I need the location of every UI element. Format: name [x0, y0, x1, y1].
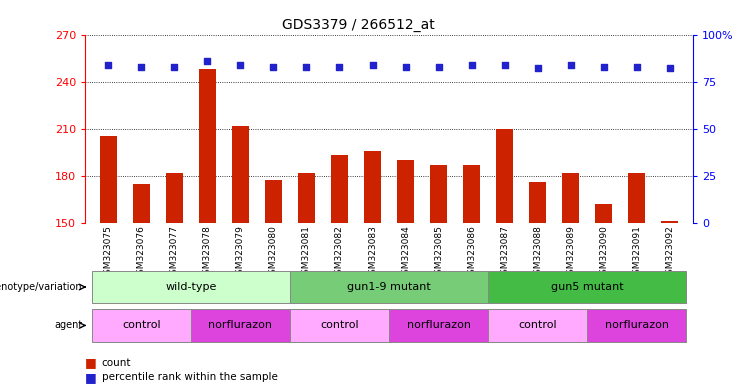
Text: gun1-9 mutant: gun1-9 mutant — [347, 282, 431, 292]
Bar — [365, 151, 381, 223]
Bar — [100, 136, 116, 223]
Text: gun5 mutant: gun5 mutant — [551, 282, 623, 292]
Point — [565, 61, 576, 68]
Point — [202, 58, 213, 64]
Bar — [389, 309, 488, 342]
Point — [598, 63, 610, 70]
Text: wild-type: wild-type — [165, 282, 216, 292]
Text: control: control — [122, 320, 161, 331]
Text: control: control — [518, 320, 557, 331]
Text: norflurazon: norflurazon — [208, 320, 273, 331]
Point — [234, 61, 246, 68]
Bar — [232, 126, 249, 223]
Bar — [199, 69, 216, 223]
Point — [268, 63, 279, 70]
Point — [168, 63, 180, 70]
Bar — [662, 221, 678, 223]
Point — [631, 63, 642, 70]
Point — [465, 61, 477, 68]
Bar — [431, 165, 447, 223]
Point — [499, 61, 511, 68]
Bar — [290, 309, 389, 342]
Text: norflurazon: norflurazon — [407, 320, 471, 331]
Point — [664, 65, 676, 71]
Point — [102, 61, 114, 68]
Text: control: control — [320, 320, 359, 331]
Bar — [397, 160, 413, 223]
Bar — [92, 309, 191, 342]
Point — [301, 63, 313, 70]
Bar — [488, 309, 587, 342]
Bar — [529, 182, 546, 223]
Bar — [166, 172, 182, 223]
Bar — [488, 271, 686, 303]
Bar — [191, 309, 290, 342]
Bar — [133, 184, 150, 223]
Bar — [331, 155, 348, 223]
Point — [367, 61, 379, 68]
Text: agent: agent — [54, 320, 82, 331]
Title: GDS3379 / 266512_at: GDS3379 / 266512_at — [282, 18, 435, 32]
Bar — [290, 271, 488, 303]
Bar — [265, 180, 282, 223]
Bar — [496, 129, 513, 223]
Point — [399, 63, 411, 70]
Text: ■: ■ — [85, 356, 97, 369]
Bar — [628, 172, 645, 223]
Bar — [298, 172, 315, 223]
Point — [136, 63, 147, 70]
Point — [532, 65, 544, 71]
Bar — [463, 165, 480, 223]
Bar — [596, 204, 612, 223]
Text: ■: ■ — [85, 371, 97, 384]
Bar — [562, 172, 579, 223]
Text: count: count — [102, 358, 131, 368]
Text: percentile rank within the sample: percentile rank within the sample — [102, 372, 277, 382]
Bar — [92, 271, 290, 303]
Bar — [587, 309, 686, 342]
Text: norflurazon: norflurazon — [605, 320, 668, 331]
Point — [333, 63, 345, 70]
Point — [433, 63, 445, 70]
Text: genotype/variation: genotype/variation — [0, 282, 82, 292]
